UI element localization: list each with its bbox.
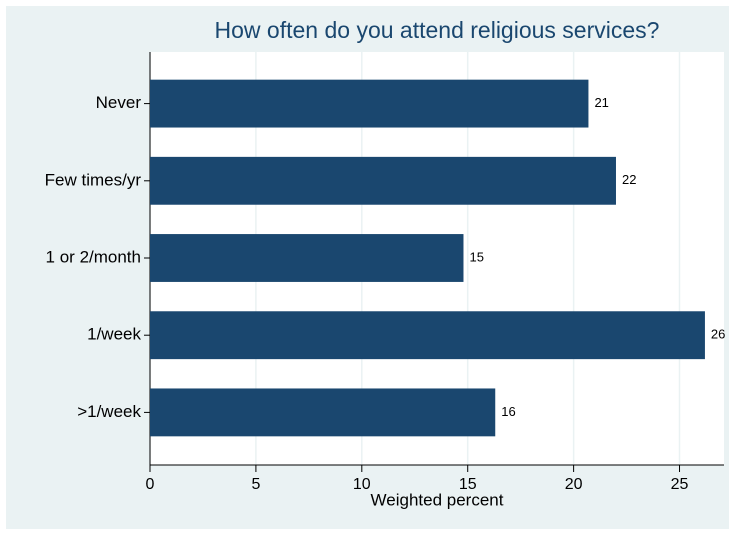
bar [150, 79, 589, 128]
x-tick-label: 20 [565, 476, 583, 493]
y-tick-label: Few times/yr [45, 170, 142, 189]
bar [150, 234, 464, 282]
x-tick-label: 10 [353, 476, 371, 493]
x-tick-label: 25 [671, 476, 689, 493]
y-tick-label: 1/week [87, 325, 141, 344]
y-tick-label: >1/week [77, 402, 141, 421]
value-label: 21 [594, 95, 608, 110]
x-axis-title: Weighted percent [371, 490, 504, 509]
bar [150, 156, 616, 205]
chart-title: How often do you attend religious servic… [215, 17, 660, 43]
x-tick-label: 0 [146, 476, 155, 493]
x-tick-label: 5 [251, 476, 260, 493]
value-label: 26 [711, 327, 725, 342]
bar [150, 311, 705, 360]
value-label: 15 [469, 249, 483, 264]
value-label: 22 [622, 172, 636, 187]
y-tick-label: 1 or 2/month [46, 247, 141, 266]
bar [150, 388, 496, 437]
value-label: 16 [501, 404, 515, 419]
x-tick-label: 15 [459, 476, 477, 493]
y-tick-label: Never [96, 93, 142, 112]
